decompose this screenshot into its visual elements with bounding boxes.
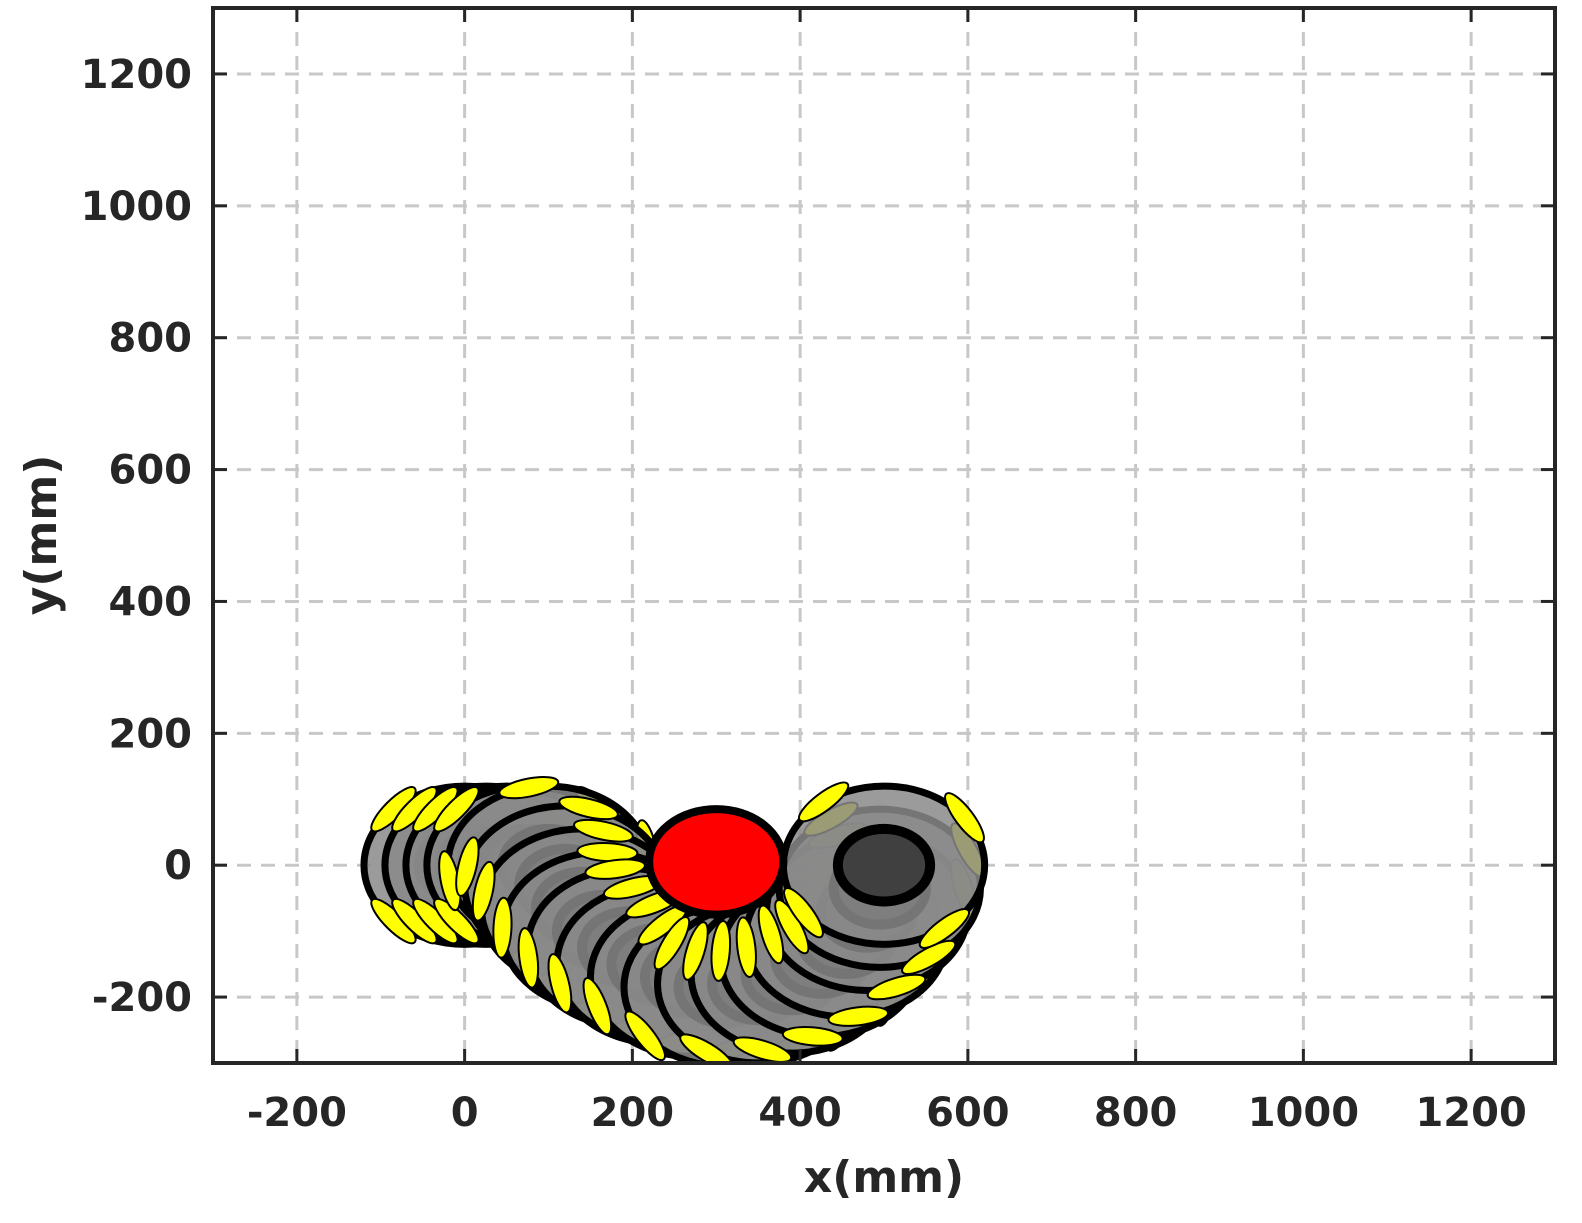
robot-wheel	[798, 781, 850, 823]
robot-wheel	[558, 795, 619, 821]
robot-wheel	[433, 897, 480, 945]
robot-wheel	[653, 916, 691, 971]
x-tick-label: 1200	[1415, 1090, 1526, 1136]
x-tick-label: 200	[591, 1090, 675, 1136]
robot-wheel	[624, 1010, 666, 1062]
robot-wheel	[735, 916, 757, 978]
robot-wheel	[918, 908, 970, 949]
robot-wheel	[573, 818, 634, 843]
robot-wheel	[710, 920, 732, 982]
x-tick-label: 600	[926, 1090, 1010, 1136]
robot-wheel	[492, 896, 513, 959]
robot-wheel	[732, 1036, 793, 1063]
robot-wheel	[471, 860, 496, 922]
robot-wheel	[433, 786, 480, 833]
robot-wheel	[944, 792, 985, 844]
robot-wheel	[679, 1033, 734, 1063]
robot-wheel	[783, 887, 824, 939]
x-tick-label: 0	[451, 1090, 479, 1136]
robot-pose-18	[779, 781, 989, 949]
robot-wheel	[757, 904, 785, 965]
robot-wheel	[781, 1026, 844, 1047]
y-tick-label: 400	[109, 579, 193, 625]
y-tick-label: 1200	[81, 52, 192, 98]
y-tick-label: -200	[92, 975, 192, 1021]
robot-wheel	[582, 976, 613, 1036]
y-tick-label: 600	[109, 448, 193, 494]
robot-wheel	[901, 939, 957, 975]
y-tick-label: 200	[109, 711, 193, 757]
x-tick-label: 400	[758, 1090, 842, 1136]
x-tick-label: 1000	[1248, 1090, 1359, 1136]
robot-wheel	[827, 1005, 890, 1027]
red-obstacle	[645, 805, 788, 919]
x-tick-label: 800	[1094, 1090, 1178, 1136]
robot-wheel	[682, 921, 709, 981]
plot-frame	[211, 6, 1557, 1065]
robot-trajectory	[360, 775, 989, 1063]
robot-wheel	[455, 836, 480, 897]
obstacle-group	[645, 805, 788, 919]
y-tick-label: 0	[164, 843, 192, 889]
y-tick-label: 800	[109, 316, 193, 362]
robot-wheel	[547, 953, 573, 1014]
robot-core	[832, 823, 936, 907]
x-tick-label: -200	[247, 1090, 347, 1136]
tick-labels: -200 0 200 400 600 800 1000 1200 -200 0 200 400 600 8…	[81, 8, 1555, 1136]
robot-wheel	[498, 775, 560, 800]
robot-wheel	[517, 927, 540, 989]
robot-wheel	[866, 973, 927, 1001]
robot-wheel	[584, 858, 646, 880]
x-axis-label: x(mm)	[804, 1152, 964, 1203]
y-axis-label: y(mm)	[16, 455, 67, 616]
y-tick-label: 1000	[81, 184, 192, 230]
